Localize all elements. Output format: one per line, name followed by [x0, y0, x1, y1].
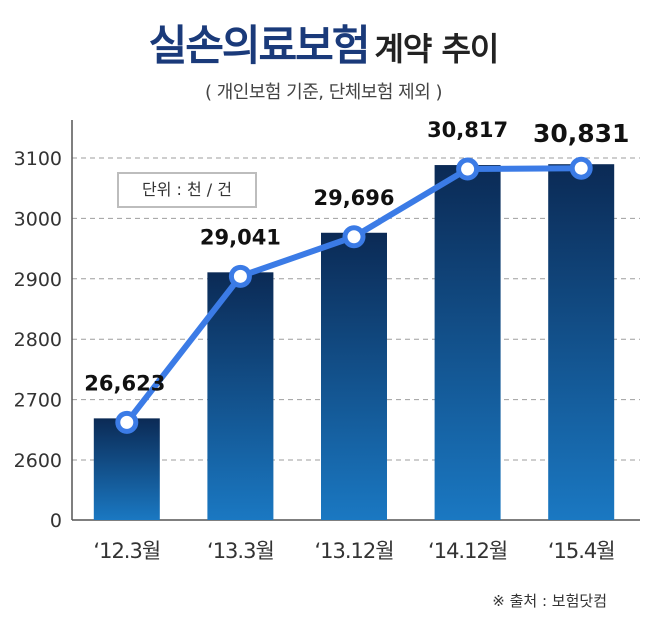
line-layer — [115, 156, 593, 434]
label-layer: ‘12.3월 ‘13.3월 ‘13.12월 ‘14.12월 ‘15.4월 26,623 29… — [84, 118, 629, 563]
bar-2 — [321, 232, 387, 520]
x-tick-label: ‘12.3월 — [93, 539, 160, 563]
y-tick-label: 2900 — [14, 269, 62, 291]
bar-4 — [548, 164, 615, 521]
bar-layer — [93, 164, 615, 521]
data-label-4: 30,831 — [533, 119, 629, 148]
bar-1 — [207, 272, 274, 520]
line-marker-0 — [115, 410, 139, 434]
y-tick-label: 0 — [50, 510, 62, 532]
y-tick-label: 3100 — [14, 148, 62, 170]
data-label-3: 30,817 — [427, 118, 508, 142]
data-label-0: 26,623 — [84, 371, 165, 395]
x-tick-label: ‘15.4월 — [548, 539, 615, 563]
chart-subtitle: ( 개인보험 기준, 단체보험 제외 ) — [204, 82, 443, 103]
data-label-1: 29,041 — [200, 225, 281, 249]
y-tick-label: 2600 — [14, 450, 62, 472]
unit-note: 단위 : 천 / 건 — [117, 172, 257, 208]
line-marker-1 — [228, 264, 252, 288]
bar-3 — [434, 165, 501, 520]
chart-title: 실손의료보험 계약 추이 — [0, 12, 647, 73]
y-tick-label: 2800 — [14, 329, 62, 351]
data-label-2: 29,696 — [313, 186, 394, 210]
line-marker-2 — [342, 225, 366, 249]
line-marker-4 — [569, 156, 593, 180]
x-tick-label: ‘14.12월 — [428, 539, 507, 563]
bar-0 — [93, 418, 160, 520]
title-main: 실손의료보험 — [148, 21, 371, 70]
x-tick-label: ‘13.3월 — [207, 539, 274, 563]
y-tick-label: 3000 — [14, 208, 62, 230]
line-marker-3 — [456, 157, 480, 181]
y-tick-label: 2700 — [14, 390, 62, 412]
x-tick-label: ‘13.12월 — [314, 539, 393, 563]
title-sub: 계약 추이 — [374, 30, 499, 68]
axis-layer: 3100 3000 2900 2800 2700 2600 0 — [14, 120, 640, 532]
source-note: ※ 출처 : 보험닷컴 — [492, 592, 607, 610]
